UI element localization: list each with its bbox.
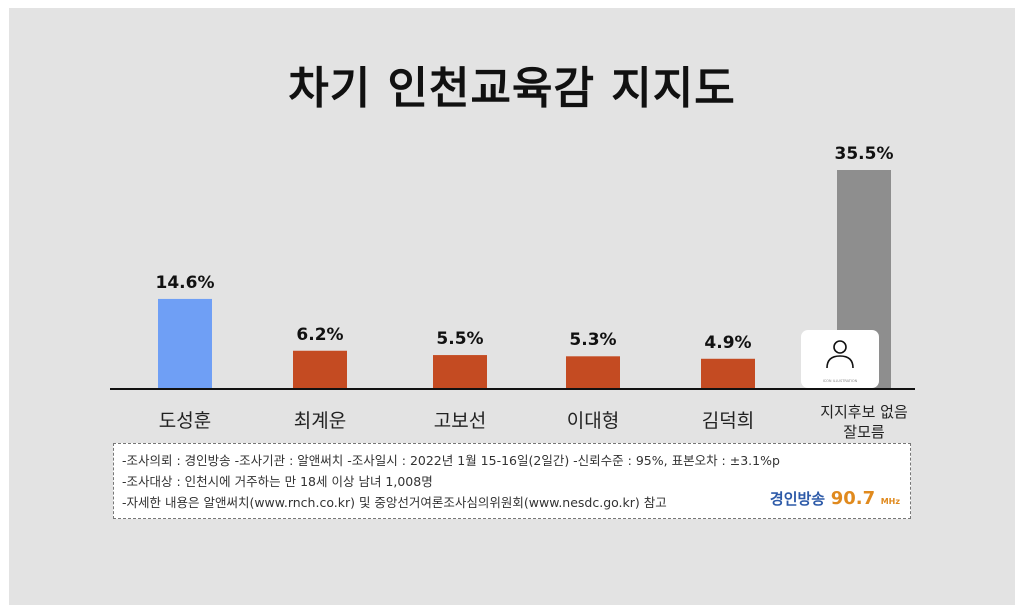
data-label: 5.5% <box>436 329 484 350</box>
data-label: 14.6% <box>155 272 215 293</box>
data-label: 4.9% <box>704 332 752 353</box>
illustration-caption: ICON ILLUSTRATION <box>822 379 858 383</box>
bar <box>701 358 755 389</box>
category-label-line: 도성훈 <box>158 410 212 432</box>
survey-note: -조사의뢰 : 경인방송 -조사기관 : 알앤써치 -조사일시 : 2022년 … <box>122 453 780 468</box>
category-label-line: 이대형 <box>566 410 620 432</box>
bar <box>566 356 620 389</box>
bar <box>293 350 347 389</box>
survey-note: -자세한 내용은 알앤써치(www.rnch.co.kr) 및 중앙선거여론조사… <box>122 495 667 510</box>
data-label: 6.2% <box>296 324 344 345</box>
broadcaster-logo: 경인방송 90.7 MHz <box>770 488 900 509</box>
bar <box>158 298 212 389</box>
logo-frequency: 90.7 <box>830 488 876 509</box>
logo-unit: MHz <box>880 497 900 506</box>
person-icon <box>826 340 854 369</box>
category-label: 고보선 <box>390 410 530 433</box>
data-label: 35.5% <box>834 144 894 164</box>
bar <box>433 355 487 389</box>
person-illustration: ICON ILLUSTRATION <box>801 330 879 388</box>
category-label-line: 고보선 <box>433 410 487 432</box>
category-label: 도성훈 <box>115 410 255 433</box>
category-label: 이대형 <box>523 410 663 433</box>
category-label: 김덕희 <box>658 410 798 433</box>
category-label-line: 최계운 <box>293 410 347 432</box>
category-label-line: 김덕희 <box>701 410 755 432</box>
category-label-line: 잘모름 <box>843 423 885 441</box>
survey-notes-box: -조사의뢰 : 경인방송 -조사기관 : 알앤써치 -조사일시 : 2022년 … <box>113 443 911 519</box>
survey-note: -조사대상 : 인천시에 거주하는 만 18세 이상 남녀 1,008명 <box>122 474 433 489</box>
logo-name: 경인방송 <box>769 490 826 508</box>
category-label: 최계운 <box>250 410 390 433</box>
category-label-line: 지지후보 없음 <box>820 403 908 421</box>
chart-title: 차기 인천교육감 지지도 <box>288 63 736 114</box>
data-label: 5.3% <box>569 330 617 351</box>
